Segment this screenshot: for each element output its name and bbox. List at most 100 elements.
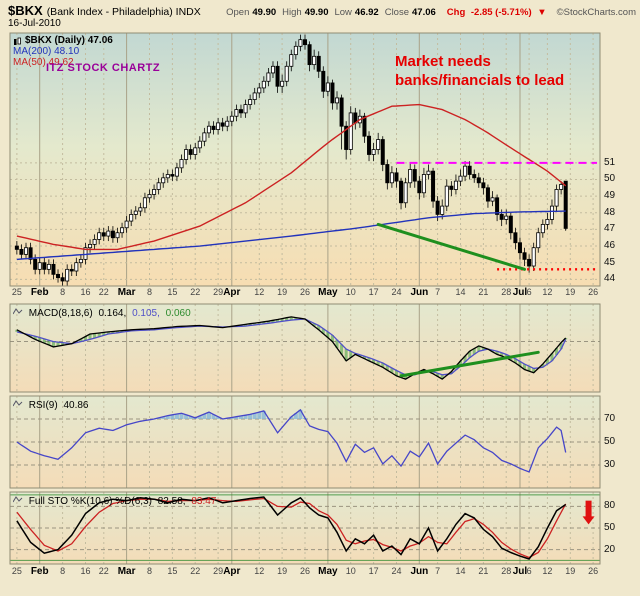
macd-label: MACD(8,18,6) (28, 308, 93, 319)
analyst-note: Market needs banks/financials to lead (395, 52, 564, 90)
y-axis-label: 51 (604, 156, 616, 168)
x-axis-label: 7 (435, 287, 441, 297)
x-axis-label: 24 (391, 287, 402, 297)
sto-value-k: 82.58, (157, 496, 186, 507)
x-axis-label: 19 (565, 287, 576, 297)
ohlc-readout: Open 49.90 High 49.90 Low 46.92 Close 47… (220, 7, 547, 18)
x-axis-label: 21 (478, 566, 489, 576)
y-axis-label: 49 (604, 190, 616, 202)
y-axis-label: 48 (604, 206, 616, 218)
change-label: Chg (446, 7, 466, 18)
x-axis-label: 10 (345, 287, 356, 297)
x-axis-label: 16 (80, 287, 91, 297)
x-axis-label: Apr (223, 287, 241, 298)
x-axis-label: 19 (277, 566, 288, 576)
x-axis-label: 8 (60, 566, 66, 576)
y-axis-label: 70 (604, 413, 616, 424)
author-watermark: ITZ STOCK CHARTZ (46, 62, 161, 74)
x-axis-labels-bottom: 25 Feb 8 16 22 Mar 8 15 22 29 Apr 12 19 26 May 10 17 24 Ju… (0, 566, 640, 580)
x-axis-label: 26 (299, 287, 311, 297)
x-axis-label: 15 (167, 287, 178, 297)
low-label: Low (334, 7, 352, 18)
x-axis-label: 29 (213, 566, 224, 576)
x-axis-label: 17 (368, 287, 379, 297)
macd-value-2: 0.105, (132, 308, 160, 319)
rsi-label: RSI(9) (28, 400, 58, 411)
copyright: ©StockCharts.com (556, 7, 636, 18)
change-readout: Chg -2.85 (-5.71%) ▼ (444, 7, 547, 18)
price-legend: $BKX (Daily) 47.06 MA(200) 48.10 MA(50) … (13, 35, 116, 69)
rsi-value: 40.86 (63, 400, 89, 411)
x-axis-label: 26 (588, 287, 599, 297)
open-value: 49.90 (252, 7, 277, 18)
y-axis-label: 50 (604, 173, 616, 185)
x-axis-label: Mar (117, 287, 136, 298)
price-legend-ma200: MA(200) 48.10 (13, 46, 80, 57)
x-axis-label: 24 (391, 566, 402, 576)
price-legend-symbol: $BKX (Daily) 47.06 (25, 35, 113, 46)
x-axis-label: 8 (146, 287, 152, 297)
x-axis-label: Jun (410, 566, 429, 577)
y-axis-label: 44 (604, 273, 616, 285)
x-axis-label: 8 (60, 287, 66, 297)
annotation-overlays (376, 161, 597, 525)
close-label: Close (384, 7, 409, 18)
x-axis-label: 6 (526, 287, 532, 297)
x-axis-label: 26 (299, 566, 311, 576)
price-legend-ma50: MA(50) 49.62 (13, 57, 74, 68)
x-axis-label: Mar (117, 566, 136, 577)
rsi-legend: RSI(9) 40.86 (12, 399, 92, 411)
sto-label: Full STO %K(10,6) %D(6,3) (28, 496, 152, 507)
x-axis-label: Feb (30, 566, 49, 577)
x-axis-label: 19 (565, 566, 576, 576)
panel-frames (9, 32, 601, 565)
x-axis-label: 26 (588, 566, 599, 576)
x-axis-label: 12 (542, 566, 553, 576)
x-axis-label: 15 (167, 566, 178, 576)
y-axis-label: 47 (604, 223, 616, 235)
high-label: High (282, 7, 302, 18)
x-axis-label: 19 (277, 287, 288, 297)
sto-legend: Full STO %K(10,6) %D(6,3) 82.58, 83.47 (12, 495, 219, 507)
x-axis-label: May (318, 566, 338, 577)
macd-value-3: 0.060 (165, 308, 191, 319)
macd-value-1: 0.164, (98, 308, 127, 319)
high-value: 49.90 (304, 7, 329, 18)
x-axis-label: 25 (11, 287, 22, 297)
y-axis-label: 45 (604, 256, 616, 268)
x-axis-label: 21 (478, 287, 489, 297)
panel-backgrounds (10, 33, 600, 564)
x-axis-label: 25 (11, 566, 22, 576)
x-axis-labels-mid: 25 Feb 8 16 22 Mar 8 15 22 29 Apr 12 19 26 May 10 17 24 Ju… (0, 287, 640, 301)
x-axis-label: May (318, 287, 338, 298)
x-axis-label: 8 (146, 566, 152, 576)
change-value: -2.85 (-5.71%) (470, 7, 532, 18)
down-arrow-annotation-icon (582, 500, 595, 525)
chart-header: $BKX (Bank Index - Philadelphia) INDX Op… (8, 3, 636, 18)
indicator-icon (12, 307, 23, 316)
low-value: 46.92 (354, 7, 379, 18)
mini-candlestick-icon (13, 37, 22, 46)
analyst-note-line1: Market needs (395, 53, 491, 70)
x-axis-label: 22 (190, 566, 201, 576)
y-axis-label: 46 (604, 240, 616, 252)
symbol: $BKX (8, 3, 43, 18)
y-axis-label: 30 (604, 459, 616, 470)
x-axis-label: 10 (345, 566, 356, 576)
x-axis-label: 6 (526, 566, 532, 576)
chart-series (14, 34, 568, 560)
x-axis-label: 17 (368, 566, 379, 576)
chart-date: 16-Jul-2010 (8, 18, 61, 29)
y-axis-label: 50 (604, 522, 616, 533)
x-axis-label: Feb (30, 287, 49, 298)
x-axis-label: 7 (435, 566, 441, 576)
x-axis-label: Jul (512, 287, 528, 298)
x-axis-label: Jul (512, 566, 528, 577)
macd-legend: MACD(8,18,6) 0.164, 0.105, 0.060 (12, 307, 194, 319)
x-axis-label: Jun (410, 287, 429, 298)
close-value: 47.06 (412, 7, 436, 18)
x-axis-label: Apr (223, 566, 241, 577)
x-axis-label: 28 (501, 566, 512, 576)
sto-value-d: 83.47 (191, 496, 217, 507)
